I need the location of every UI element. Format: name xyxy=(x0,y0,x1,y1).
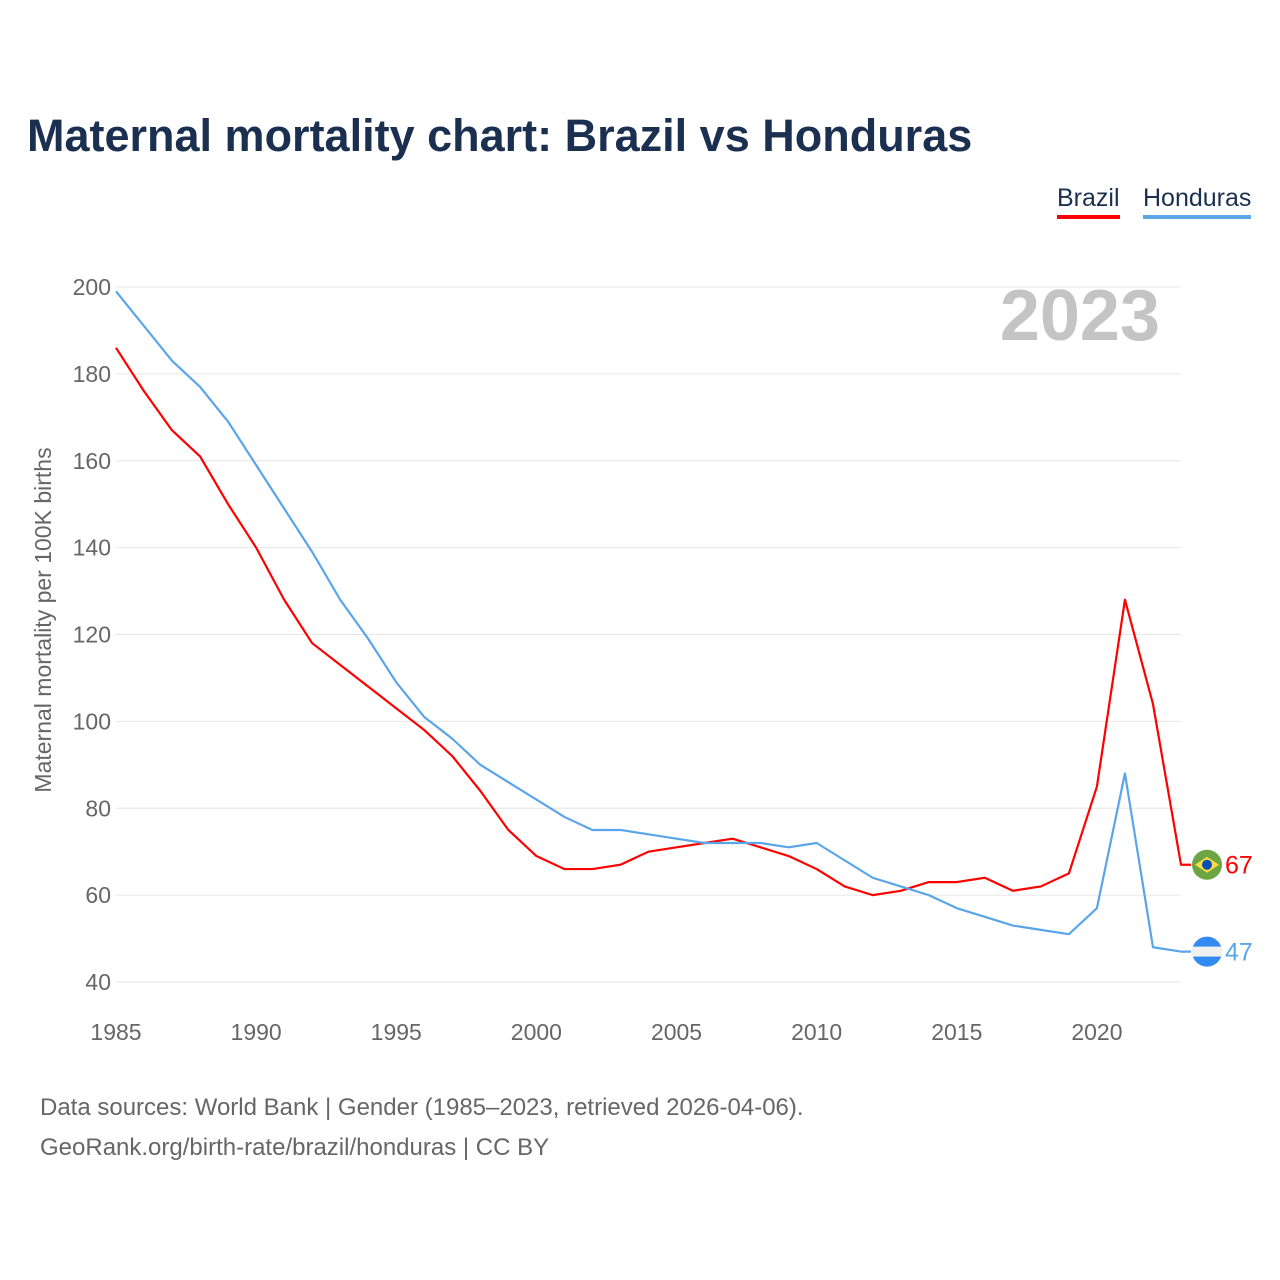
end-value-label: 47 xyxy=(1225,939,1253,967)
series-line-honduras xyxy=(115,290,1191,953)
y-tick-label: 140 xyxy=(73,535,111,561)
brazil-flag-globe xyxy=(1202,859,1212,870)
y-axis-label: Maternal mortality per 100K births xyxy=(30,447,56,792)
x-tick-label: 1995 xyxy=(371,1019,422,1045)
legend-honduras[interactable]: Honduras xyxy=(1143,184,1252,219)
x-tick-label: 1985 xyxy=(90,1019,141,1045)
y-tick-label: 160 xyxy=(73,448,111,474)
x-tick-label: 2015 xyxy=(931,1019,982,1045)
x-tick-label: 2005 xyxy=(651,1019,702,1045)
source-line-1: Data sources: World Bank | Gender (1985–… xyxy=(40,1094,804,1121)
end-value-label: 67 xyxy=(1225,852,1253,880)
x-tick-label: 1990 xyxy=(231,1019,282,1045)
honduras-flag-band xyxy=(1192,946,1222,957)
source-note: Data sources: World Bank | Gender (1985–… xyxy=(40,1088,804,1168)
x-tick-label: 2010 xyxy=(791,1019,842,1045)
y-tick-label: 100 xyxy=(73,708,111,734)
year-watermark: 2023 xyxy=(1000,276,1160,356)
chart-title: Maternal mortality chart: Brazil vs Hond… xyxy=(27,110,973,161)
y-tick-label: 120 xyxy=(73,622,111,648)
source-line-2[interactable]: GeoRank.org/birth-rate/brazil/honduras |… xyxy=(40,1134,550,1161)
y-tick-label: 180 xyxy=(73,361,111,387)
y-tick-label: 80 xyxy=(85,795,111,821)
legend-brazil[interactable]: Brazil xyxy=(1057,184,1120,219)
y-tick-label: 60 xyxy=(85,882,111,908)
y-tick-label: 40 xyxy=(85,969,111,995)
y-tick-label: 200 xyxy=(73,274,111,300)
x-tick-label: 2020 xyxy=(1071,1019,1122,1045)
series-line-brazil xyxy=(115,347,1191,897)
x-tick-label: 2000 xyxy=(511,1019,562,1045)
